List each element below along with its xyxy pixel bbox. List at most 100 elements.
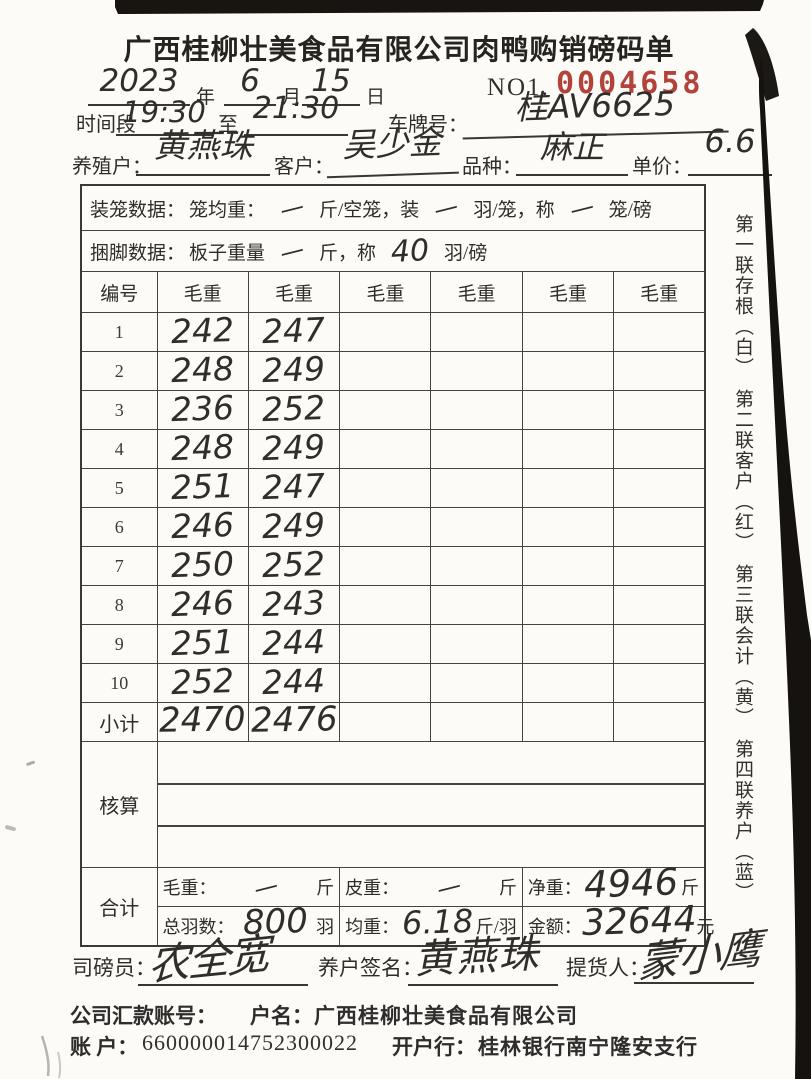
empty-cell (430, 429, 523, 469)
empty-cell (613, 663, 706, 703)
cage-perweigh-value: — (566, 191, 597, 225)
net-total-unit: 斤 (680, 878, 699, 898)
empty-cell (613, 351, 706, 391)
weight-cell: 242 (156, 309, 249, 352)
empty-cell (430, 624, 523, 664)
scan-mark (57, 1051, 62, 1079)
tie-birds-unit: 羽/磅 (444, 242, 488, 264)
weight-value: 249 (261, 348, 327, 390)
row-number: 3 (80, 390, 158, 430)
table-row: 6 246 249 (80, 504, 706, 547)
tie-birds-value: 40 (390, 232, 431, 270)
amount: 金额： 32644 元 (523, 899, 715, 944)
empty-cell (430, 546, 523, 586)
weight-value: 252 (261, 387, 327, 429)
farmer-field: 黄燕珠 (136, 124, 270, 176)
serial-number-stamp: 0004658 (556, 66, 704, 101)
empty-cell (339, 585, 432, 625)
empty-cell (339, 429, 432, 469)
empty-cell (613, 702, 706, 742)
signature-underline (408, 984, 558, 986)
month-label: 月 (282, 87, 302, 108)
empty-cell (430, 390, 523, 430)
weight-cell: 244 (247, 660, 341, 703)
customer-label: 客户： (274, 156, 334, 178)
weight-value: 251 (170, 621, 235, 663)
tie-section-label: 捆脚数据： (90, 242, 186, 264)
row-number: 7 (80, 546, 158, 586)
scan-top-bar (115, 0, 764, 14)
cage-section-label: 装笼数据： (90, 199, 186, 221)
tare-total-value: — (433, 870, 465, 904)
date-year-field: 2023 (88, 60, 190, 106)
net-total-value: 4946 (583, 859, 680, 907)
weight-value: 247 (261, 309, 327, 351)
totals-label: 合计 (80, 867, 158, 947)
weight-value: 251 (170, 465, 235, 507)
empty-cell (613, 390, 706, 430)
weight-cell: 244 (247, 621, 341, 664)
row-number: 9 (80, 624, 158, 664)
weight-value: 252 (170, 660, 235, 702)
weight-cell: 250 (156, 543, 249, 586)
table-row: 8 246 243 (80, 582, 706, 625)
empty-cell (521, 702, 615, 742)
branch-name: 桂林银行南宁隆安支行 (478, 1035, 698, 1059)
weight-value: 248 (170, 348, 235, 390)
birds-total-cell: 总羽数： 800 羽 (156, 901, 341, 947)
cage-perweigh-unit: 笼/磅 (608, 199, 652, 221)
weight-cell: 247 (247, 465, 341, 508)
check-line (157, 783, 704, 785)
empty-cell (521, 624, 615, 664)
weight-value: 246 (170, 582, 235, 624)
weight-value: 252 (261, 543, 327, 585)
tie-data-line: 捆脚数据： 板子重量 — 斤，称 40 羽/磅 (82, 232, 704, 270)
empty-cell (339, 390, 432, 430)
empty-cell (521, 585, 615, 625)
weight-cell: 246 (156, 582, 249, 625)
weight-cell: 249 (247, 504, 341, 547)
time-period-label: 时间段 (76, 114, 136, 136)
weight-cell: 246 (156, 504, 249, 547)
avg-weight-label: 均重： (345, 917, 400, 937)
empty-cell (613, 312, 706, 352)
cage-percage-unit: 羽/笼，称 (473, 199, 555, 221)
net-total-cell: 净重： 4946 斤 (521, 860, 706, 907)
table-header-row: 编号 毛重 毛重 毛重 毛重 毛重 毛重 (80, 271, 706, 313)
weight-cell: 248 (156, 426, 249, 469)
empty-cell (613, 507, 706, 547)
table-row: 7 250 252 (80, 543, 706, 586)
cage-data-line: 装笼数据： 笼均重： — 斤/空笼，装 — 羽/笼，称 — 笼/磅 (82, 192, 704, 225)
check-row: 核算 (80, 741, 706, 868)
tie-board-unit: 斤，称 (319, 242, 377, 264)
subtotal-value: 2470 (159, 699, 247, 741)
weight-value: 242 (170, 309, 235, 351)
empty-cell (430, 507, 523, 547)
tare-total-unit: 斤 (498, 878, 517, 898)
net-total: 净重： 4946 斤 (523, 860, 704, 906)
account-label: 账 户： (70, 1035, 139, 1059)
empty-cell (339, 546, 432, 586)
birds-total: 总羽数： 800 羽 (158, 901, 340, 943)
empty-cell (613, 624, 706, 664)
date-day-field: 15 (302, 60, 360, 106)
empty-cell (521, 390, 615, 430)
subtotal-row: 小计 2470 2476 (80, 699, 706, 742)
empty-cell (613, 429, 706, 469)
cage-percage-value: — (431, 191, 462, 225)
scan-mark (5, 825, 16, 832)
subtotal-cell: 2470 (156, 699, 249, 742)
serial-prefix: NO1. (487, 74, 550, 101)
tie-board-label: 板子重量 (189, 242, 266, 264)
farmer-signature: 黄燕珠 (413, 930, 542, 984)
empty-cell (430, 351, 523, 391)
table-row: 10 252 244 (80, 660, 706, 703)
tare-total-cell: 皮重： — 斤 (339, 867, 523, 907)
gross-total-value: — (251, 870, 282, 904)
avg-weight: 均重： 6.18 斤/羽 (340, 902, 522, 942)
time-to-field: 21:30 (244, 88, 348, 136)
weight-cell: 252 (156, 660, 249, 703)
weight-value: 243 (261, 582, 327, 624)
scan-mark (40, 1035, 50, 1077)
unit-price-field: 6.6 (688, 118, 772, 176)
